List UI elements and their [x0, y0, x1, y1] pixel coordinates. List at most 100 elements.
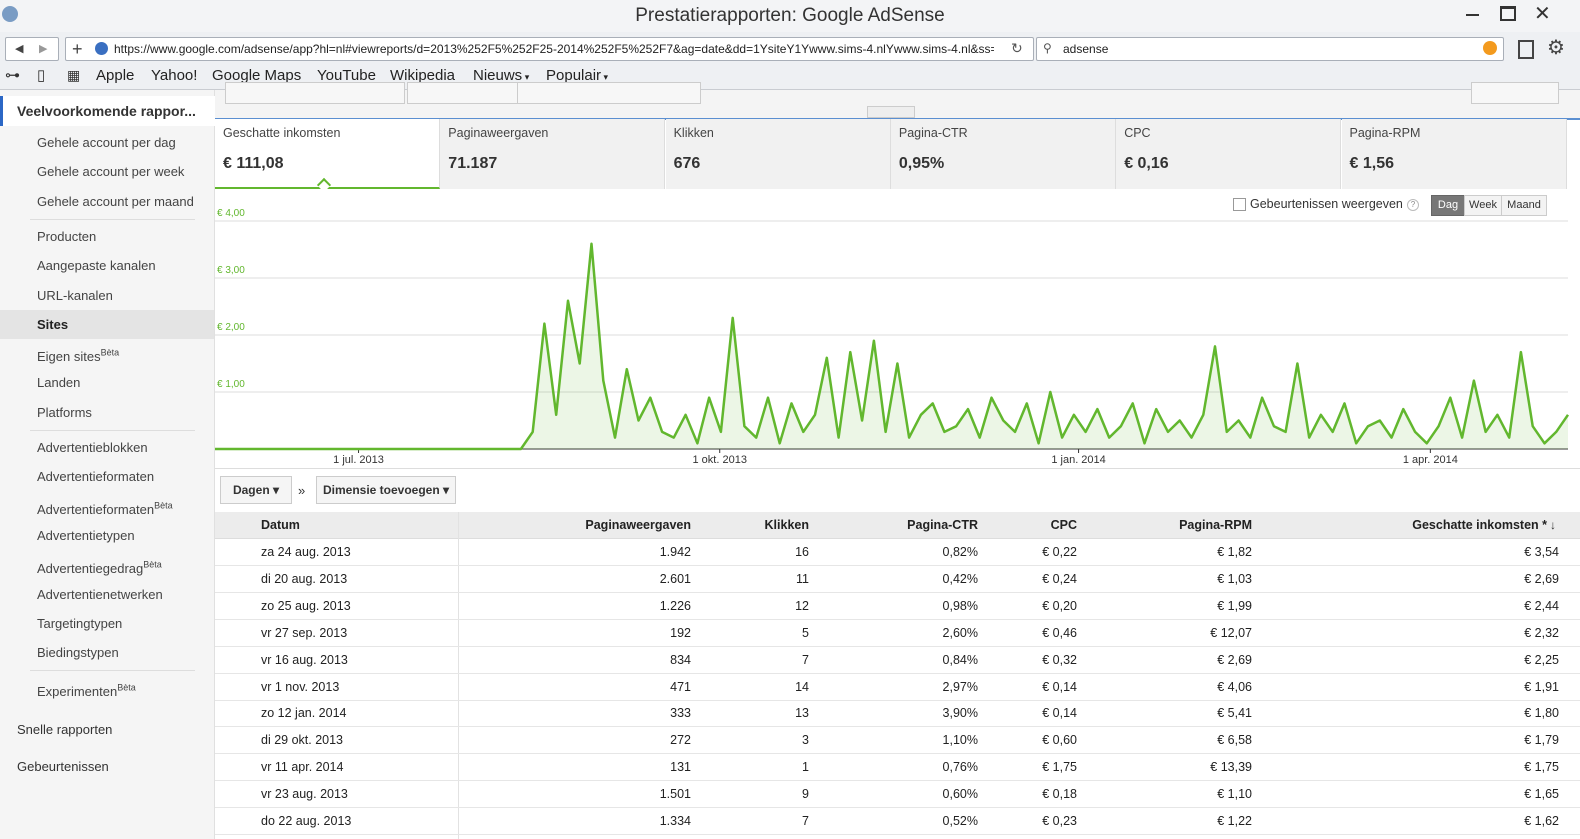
window-title: Prestatierapporten: Google AdSense — [635, 5, 945, 26]
row-line — [215, 807, 1580, 809]
separator — [30, 218, 195, 220]
metric-tab[interactable]: CPC € 0,16 — [1116, 119, 1342, 189]
column-header[interactable]: Pagina-RPM — [1179, 518, 1252, 532]
column-header[interactable]: Datum — [261, 518, 300, 532]
metric-tab[interactable]: Pagina-CTR 0,95% — [890, 119, 1116, 189]
table-cell: vr 23 aug. 2013 — [261, 787, 348, 802]
table-header — [215, 512, 1580, 539]
sidebar-label: Gehele account per week — [37, 164, 185, 180]
metric-tab[interactable]: Klikken 676 — [665, 119, 891, 189]
sidebar-item[interactable]: AdvertentiegedragBèta — [0, 550, 214, 579]
toolbar-button[interactable] — [225, 82, 405, 104]
table-cell: 11 — [796, 571, 809, 586]
metric-tab[interactable]: Paginaweergaven 71.187 — [440, 119, 666, 189]
address-bar[interactable]: + https://www.google.com/adsense/app?hl=… — [65, 37, 1034, 61]
table-cell: € 0,14 — [1042, 679, 1077, 694]
bookmark[interactable]: YouTube — [317, 67, 376, 84]
column-header[interactable]: Geschatte inkomsten * — [1412, 518, 1547, 532]
sidebar-item[interactable]: Gehele account per maand — [0, 187, 214, 216]
sidebar-label: Aangepaste kanalen — [37, 258, 156, 274]
bookmark[interactable]: Nieuws ▾ — [473, 67, 530, 84]
help-icon[interactable]: ? — [1407, 199, 1419, 211]
bookmark[interactable]: Yahoo! — [151, 67, 198, 84]
close[interactable]: ✕ — [1534, 3, 1551, 25]
line — [215, 242, 1570, 451]
settings[interactable]: ⚙ — [1547, 37, 1565, 59]
y-tick-label: € 3,00 — [217, 265, 245, 276]
sidebar-item[interactable]: Advertentietypen — [0, 521, 214, 550]
events-checkbox[interactable] — [1233, 198, 1246, 211]
dimension-dropdown[interactable]: Dimensie toevoegen ▾ — [316, 476, 456, 504]
minimize[interactable] — [1466, 14, 1479, 16]
bookmark[interactable]: Google Maps — [212, 67, 302, 84]
beta-badge: Bèta — [154, 500, 173, 511]
column-header[interactable]: Paginaweergaven — [585, 518, 691, 532]
table-cell: 5 — [802, 625, 809, 640]
sidebar-item[interactable]: Producten — [0, 222, 214, 251]
table-cell: € 1,99 — [1217, 598, 1252, 613]
sidebar-item[interactable]: Gehele account per dag — [0, 128, 214, 157]
sidebar-label: ExperimentenBèta — [37, 682, 136, 699]
sidebar-item[interactable]: Advertentieformaten — [0, 462, 214, 491]
table-cell: € 2,44 — [1524, 598, 1559, 613]
table-cell: di 29 okt. 2013 — [261, 733, 344, 748]
sidebar-item[interactable]: Advertentienetwerken — [0, 580, 214, 609]
metric-value: € 111,08 — [223, 155, 284, 172]
y-tick-label: € 2,00 — [217, 322, 245, 333]
sidebar-item[interactable]: Platforms — [0, 398, 214, 427]
sidebar-label: Gehele account per maand — [37, 193, 194, 209]
sidebar-item[interactable]: Sites — [0, 309, 214, 339]
search-box[interactable]: ⚲ adsense — [1036, 37, 1504, 61]
period-button[interactable]: Maand — [1501, 195, 1547, 216]
table-cell: 16 — [795, 545, 809, 559]
table-cell: 0,76% — [942, 760, 978, 775]
table-cell: € 2,69 — [1524, 571, 1559, 586]
bookmark[interactable]: Apple — [96, 67, 135, 84]
sidebar-item[interactable]: Aangepaste kanalen — [0, 251, 214, 280]
sidebar-heading[interactable]: Veelvoorkomende rappor... — [17, 103, 196, 119]
column-header[interactable]: CPC — [1050, 518, 1077, 532]
table-cell: € 13,39 — [1210, 760, 1252, 775]
table-cell: 0,60% — [942, 787, 978, 802]
sidebar-item[interactable]: Biedingstypen — [0, 638, 214, 667]
sidebar-label: Advertentienetwerken — [37, 586, 163, 602]
metric-tab[interactable]: Pagina-RPM € 1,56 — [1341, 119, 1567, 189]
sidebar-item[interactable]: URL-kanalen — [0, 281, 214, 310]
toolbar-button[interactable] — [517, 82, 701, 104]
metric-value: € 1,56 — [1349, 155, 1394, 172]
table-cell: 0,84% — [942, 652, 978, 667]
sidebar-link[interactable]: Snelle rapporten — [17, 722, 113, 737]
sidebar-item[interactable]: ExperimentenBèta — [0, 673, 214, 702]
period-button[interactable]: Week — [1464, 195, 1502, 216]
row-line — [215, 699, 1580, 701]
collapse-handle[interactable] — [867, 106, 915, 118]
sidebar-item[interactable]: Eigen sitesBèta — [0, 339, 214, 368]
column-header[interactable]: Klikken — [764, 518, 809, 532]
back-forward[interactable]: ◀ ▶ — [5, 37, 59, 61]
bookmark[interactable]: Populair ▾ — [546, 67, 609, 84]
table-cell: € 1,80 — [1524, 706, 1559, 721]
toolbar-button[interactable] — [407, 82, 519, 104]
maximize[interactable] — [1500, 6, 1516, 21]
metric-tab[interactable]: Geschatte inkomsten € 111,08 — [215, 119, 440, 193]
sidebar-item[interactable]: AdvertentieformatenBèta — [0, 492, 214, 521]
sidebar-item[interactable]: Landen — [0, 368, 214, 397]
beta-badge: Bèta — [117, 682, 136, 693]
sidebar-link[interactable]: Gebeurtenissen — [17, 759, 109, 774]
sidebar-item[interactable]: Targetingtypen — [0, 609, 214, 638]
sidebar-item[interactable]: Gehele account per week — [0, 157, 214, 186]
column-header[interactable]: Pagina-CTR — [907, 518, 978, 532]
sidebar-label: Eigen sitesBèta — [37, 348, 120, 365]
period-button[interactable]: Dag — [1431, 195, 1465, 216]
table-cell: € 4,06 — [1217, 679, 1252, 694]
table-cell: 1 — [802, 760, 809, 775]
sidebar-item[interactable]: Advertentieblokken — [0, 433, 214, 462]
sidebar-label: Producten — [37, 228, 97, 244]
group-dropdown[interactable]: Dagen ▾ — [220, 476, 292, 504]
x-tick-label: 1 jan. 2014 — [1051, 454, 1105, 466]
bookmark[interactable]: Wikipedia — [390, 67, 456, 84]
toolbar-button[interactable] — [1471, 82, 1559, 104]
page-menu[interactable] — [1518, 40, 1534, 59]
table-cell: 2.601 — [659, 571, 691, 586]
sidebar-label: Targetingtypen — [37, 615, 123, 631]
